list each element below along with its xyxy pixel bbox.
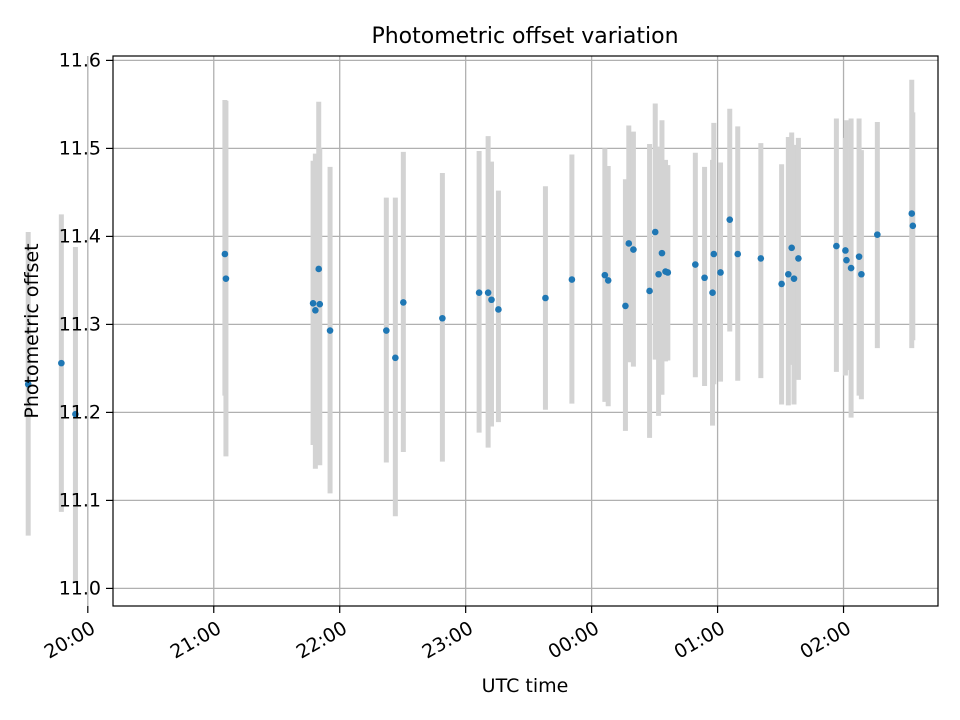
data-point bbox=[790, 275, 798, 282]
y-tick-label: 11.0 bbox=[59, 577, 101, 599]
y-tick-label: 11.6 bbox=[59, 49, 101, 71]
data-point bbox=[604, 277, 612, 284]
data-point bbox=[658, 249, 666, 257]
data-point bbox=[309, 299, 317, 307]
data-point bbox=[221, 250, 229, 258]
data-point bbox=[622, 302, 629, 310]
data-point bbox=[439, 314, 446, 322]
data-point bbox=[495, 306, 502, 313]
data-points bbox=[24, 210, 917, 418]
data-point bbox=[843, 256, 850, 264]
data-point bbox=[833, 242, 840, 250]
data-point bbox=[315, 265, 323, 273]
data-point bbox=[601, 271, 609, 279]
data-point bbox=[222, 275, 230, 282]
data-point bbox=[717, 269, 724, 276]
y-tick-label: 11.2 bbox=[59, 401, 101, 423]
y-tick-label: 11.5 bbox=[59, 137, 101, 159]
data-point bbox=[392, 354, 399, 362]
data-point bbox=[664, 269, 672, 276]
data-point bbox=[858, 270, 865, 278]
data-point bbox=[316, 300, 324, 308]
data-point bbox=[630, 246, 637, 253]
data-point bbox=[874, 231, 881, 238]
data-point bbox=[709, 289, 716, 297]
data-point bbox=[542, 294, 549, 302]
y-tick-label: 11.4 bbox=[59, 225, 101, 247]
y-tick-label: 11.1 bbox=[59, 489, 101, 511]
chart-title: Photometric offset variation bbox=[371, 24, 678, 49]
data-point bbox=[568, 276, 576, 283]
data-point bbox=[726, 216, 734, 223]
data-point bbox=[842, 247, 849, 254]
data-point bbox=[692, 261, 699, 268]
data-point bbox=[326, 327, 334, 334]
data-point bbox=[651, 228, 659, 236]
data-point bbox=[710, 250, 718, 258]
plot-frame bbox=[112, 55, 939, 607]
data-point bbox=[778, 280, 785, 288]
data-point bbox=[795, 255, 802, 262]
data-point bbox=[484, 289, 492, 297]
data-point bbox=[847, 264, 855, 272]
y-axis: 11.0 11.1 11.2 11.3 11.4 11.5 11.6 bbox=[59, 49, 113, 599]
data-point bbox=[488, 296, 495, 304]
data-point bbox=[785, 270, 792, 278]
data-point bbox=[475, 289, 483, 297]
x-axis-label: UTC time bbox=[482, 675, 569, 697]
data-point bbox=[734, 250, 742, 258]
data-point bbox=[855, 253, 863, 260]
data-point bbox=[400, 299, 407, 306]
data-point bbox=[72, 410, 79, 418]
data-point bbox=[908, 210, 916, 217]
data-point bbox=[909, 222, 917, 230]
data-point bbox=[757, 255, 765, 262]
data-point bbox=[788, 244, 795, 252]
data-point bbox=[701, 274, 708, 282]
data-point bbox=[625, 240, 633, 247]
data-point bbox=[646, 287, 653, 295]
data-point bbox=[312, 307, 319, 314]
data-point bbox=[24, 380, 32, 388]
data-point bbox=[58, 359, 65, 367]
y-tick-label: 11.3 bbox=[59, 313, 101, 335]
data-point bbox=[655, 270, 662, 278]
data-point bbox=[383, 327, 390, 334]
y-axis-label: Photometric offset bbox=[21, 243, 43, 418]
